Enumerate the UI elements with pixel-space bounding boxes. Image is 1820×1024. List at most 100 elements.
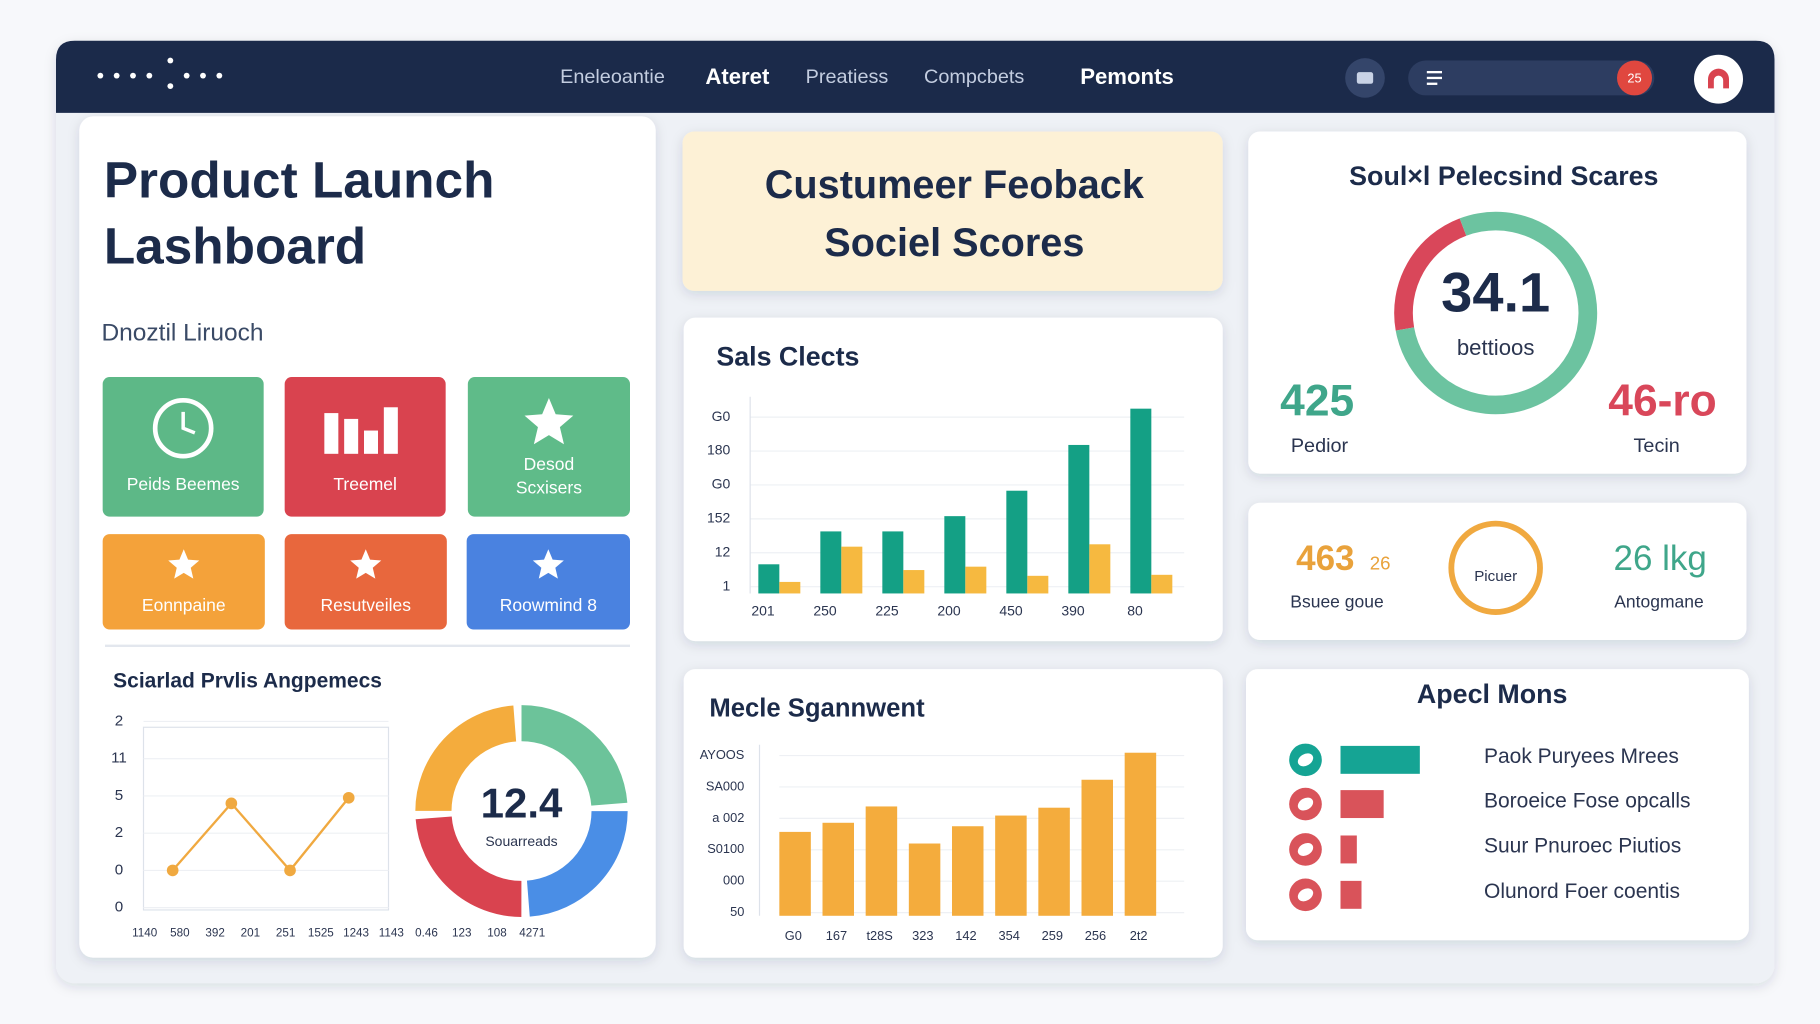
tile-label[interactable]: Roowmind 8 — [500, 595, 597, 615]
panel — [1248, 131, 1747, 474]
star-icon — [350, 549, 382, 579]
badge[interactable] — [1617, 60, 1652, 96]
gauge-label: bettioos — [1457, 335, 1535, 360]
badge-count: 25 — [1627, 71, 1641, 86]
x-tick-label: 323 — [912, 928, 933, 943]
x-tick-label: 80 — [1127, 603, 1143, 619]
avatar[interactable] — [1694, 54, 1743, 104]
tile-label[interactable]: Desod — [524, 454, 575, 474]
donut-value: 12.4 — [481, 780, 563, 827]
bar — [1340, 880, 1362, 909]
nav-item[interactable]: Eneleoantie — [560, 66, 665, 88]
tile-label[interactable]: Peids Beemes — [127, 474, 240, 494]
nav-item[interactable]: Preatiess — [806, 66, 889, 88]
y-tick-label: 152 — [707, 510, 731, 526]
bar — [1081, 779, 1113, 916]
bar — [758, 564, 780, 594]
action-label[interactable]: Paok Puryees Mrees — [1484, 745, 1679, 768]
bar — [1151, 574, 1173, 594]
x-tick-label: 1140 — [132, 926, 158, 939]
navbar — [56, 40, 1775, 113]
y-tick-label: S0100 — [707, 841, 744, 856]
search-bar[interactable] — [1408, 60, 1655, 96]
stat-value: 46-ro — [1608, 377, 1716, 426]
x-tick-label: 4271 — [519, 926, 545, 939]
x-tick-label: 2t2 — [1130, 928, 1148, 943]
x-tick-label: 259 — [1042, 928, 1063, 943]
bar — [1068, 444, 1090, 594]
y-tick-label: 180 — [707, 442, 731, 458]
stat-label: Pedior — [1291, 435, 1349, 457]
star-icon — [532, 549, 564, 579]
y-tick-label: 1 — [723, 577, 731, 593]
tile[interactable] — [284, 534, 447, 630]
star-icon — [524, 397, 574, 445]
icon — [1356, 72, 1374, 84]
action-label[interactable]: Boroeice Fose opcalls — [1484, 789, 1691, 812]
clock-hands — [181, 411, 196, 435]
y-tick-label: G0 — [712, 476, 731, 492]
bars-icon — [324, 413, 339, 454]
tile[interactable] — [466, 534, 630, 630]
x-tick-label: 580 — [170, 926, 190, 939]
stat-label: Bsuee goue — [1290, 591, 1383, 611]
y-tick-label: a 002 — [712, 810, 744, 825]
chart-title: Mecle Sgannwent — [709, 695, 925, 723]
bar — [822, 822, 854, 916]
nav-item[interactable]: Pemonts — [1080, 64, 1174, 89]
y-tick-label: AYOOS — [700, 747, 745, 762]
nav-item[interactable]: Compcbets — [924, 66, 1024, 88]
line — [171, 797, 350, 873]
x-tick-label: 450 — [999, 603, 1023, 619]
bars-icon — [344, 418, 359, 454]
bar — [841, 546, 863, 594]
bar — [1089, 544, 1111, 594]
bar — [865, 806, 898, 916]
action-label[interactable]: Suur Pnuroec Piutios — [1484, 835, 1681, 858]
y-tick-label: 12 — [715, 543, 731, 559]
card-title: Soul×l Pelecsind Scares — [1349, 161, 1658, 191]
nav-item[interactable]: Ateret — [705, 64, 770, 89]
stat-label: Tecin — [1634, 435, 1680, 457]
x-tick-label: 201 — [241, 926, 260, 939]
x-tick-label: 251 — [276, 926, 295, 939]
x-tick-label: 142 — [955, 928, 976, 943]
ring-label: Picuer — [1474, 568, 1517, 585]
logo[interactable] — [97, 57, 223, 90]
action-label[interactable]: Olunord Foer coentis — [1484, 880, 1680, 903]
tile[interactable] — [467, 377, 630, 517]
bar — [995, 815, 1027, 916]
stat-value: 26 lkg — [1613, 539, 1706, 578]
y-tick-label: 000 — [723, 873, 744, 888]
chart-title: Sciarlad Prvlis Angpemecs — [113, 669, 382, 692]
gauge-segment — [1394, 211, 1598, 415]
x-tick-label: 256 — [1085, 928, 1106, 943]
panel — [1246, 669, 1749, 941]
page-title: Lashboard — [104, 218, 366, 275]
bar — [882, 531, 904, 594]
stat-unit: 26 — [1370, 552, 1391, 573]
tile[interactable] — [102, 534, 265, 630]
panel — [1248, 502, 1747, 640]
action-icon-inner — [1297, 888, 1314, 902]
bar — [965, 566, 987, 594]
bar — [779, 831, 811, 916]
y-tick-label: 5 — [115, 787, 123, 804]
y-tick-label: 11 — [111, 750, 127, 767]
y-tick-label: 50 — [730, 904, 744, 919]
tile-label[interactable]: Eonnpaine — [142, 595, 226, 615]
tile-label[interactable]: Resutveiles — [321, 595, 412, 615]
card-title: Apecl Mons — [1417, 679, 1567, 709]
tile[interactable] — [102, 377, 264, 517]
point — [342, 791, 355, 804]
tile-label[interactable]: Scxisers — [516, 477, 582, 497]
y-tick-label: 0 — [115, 899, 123, 916]
tile-label[interactable]: Treemel — [333, 474, 397, 494]
y-tick-label: 2 — [115, 712, 123, 729]
bar — [1006, 490, 1028, 594]
bars-icon — [383, 407, 398, 454]
x-tick-label: 1525 — [308, 926, 334, 939]
plot-frame — [142, 726, 390, 911]
x-tick-label: 108 — [487, 926, 506, 939]
